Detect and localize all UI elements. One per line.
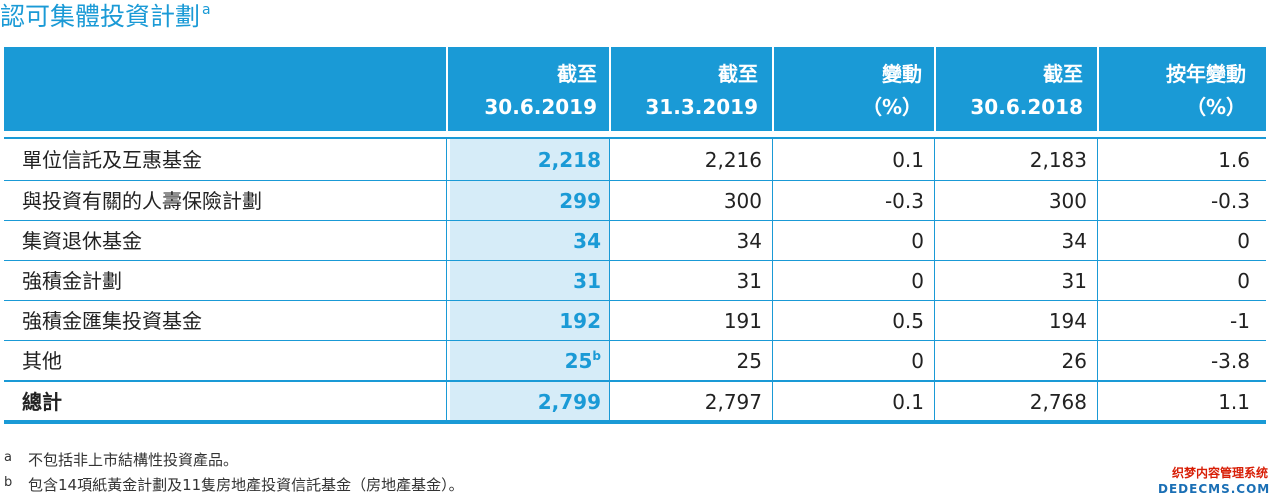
column-header-5: 按年變動 （%） bbox=[1101, 58, 1246, 124]
value-2019-03: 191 bbox=[723, 309, 762, 333]
value-change: 0.5 bbox=[892, 309, 924, 333]
value-2019-03: 31 bbox=[736, 269, 762, 293]
row-rule bbox=[4, 340, 1266, 341]
table-row: 強積金計劃 31 31 0 31 0 bbox=[4, 261, 1266, 301]
row-label: 其他 bbox=[22, 349, 62, 373]
value-yoy-change: -1 bbox=[1230, 309, 1250, 333]
table-row: 單位信託及互惠基金 2,218 2,216 0.1 2,183 1.6 bbox=[4, 140, 1266, 180]
page-title: 認可集體投資計劃 a bbox=[0, 0, 211, 34]
value-2019-06: 299 bbox=[559, 189, 601, 213]
value-change: -0.3 bbox=[884, 189, 924, 213]
column-header-line2: 30.6.2018 bbox=[970, 95, 1083, 119]
table-row: 集資退休基金 34 34 0 34 0 bbox=[4, 221, 1266, 261]
footnote-text: 不包括非上市結構性投資產品。 bbox=[28, 451, 239, 469]
highlight-column bbox=[450, 138, 609, 420]
column-divider bbox=[609, 138, 610, 420]
value-2018-06: 2,183 bbox=[1029, 148, 1087, 172]
value-change: 0 bbox=[911, 269, 924, 293]
footnote-mark: b bbox=[592, 349, 601, 363]
row-rule bbox=[4, 180, 1266, 181]
total-change: 0.1 bbox=[892, 390, 924, 414]
column-divider bbox=[1097, 138, 1098, 420]
total-yoy-change: 1.1 bbox=[1218, 390, 1250, 414]
table-bottom-rule bbox=[4, 420, 1266, 424]
value-yoy-change: -3.8 bbox=[1210, 349, 1250, 373]
row-label: 集資退休基金 bbox=[22, 229, 142, 253]
value-2019-03: 2,216 bbox=[704, 148, 762, 172]
table-row: 其他 25b 25 0 26 -3.8 bbox=[4, 341, 1266, 381]
column-header-line1: 截至 bbox=[718, 62, 758, 86]
table-row: 與投資有關的人壽保險計劃 299 300 -0.3 300 -0.3 bbox=[4, 181, 1266, 221]
watermark-line2: DEDECMS.COM bbox=[1158, 482, 1271, 496]
column-header-line1: 按年變動 bbox=[1166, 62, 1246, 86]
page-title-text: 認可集體投資計劃 bbox=[0, 2, 201, 31]
column-header-line1: 截至 bbox=[1043, 62, 1083, 86]
column-header-2: 截至 31.3.2019 bbox=[613, 58, 758, 124]
row-rule bbox=[4, 260, 1266, 261]
row-label: 強積金計劃 bbox=[22, 269, 122, 293]
total-2018-06: 2,768 bbox=[1029, 390, 1087, 414]
total-label: 總計 bbox=[22, 390, 62, 414]
footnote-marker: b bbox=[4, 475, 13, 490]
value-change: 0 bbox=[911, 229, 924, 253]
column-header-1: 截至 30.6.2019 bbox=[450, 58, 597, 124]
footnote-marker: a bbox=[4, 450, 12, 465]
header-divider bbox=[1097, 47, 1099, 131]
value-yoy-change: 0 bbox=[1237, 229, 1250, 253]
header-divider bbox=[934, 47, 936, 131]
header-divider bbox=[609, 47, 611, 131]
value-2018-06: 31 bbox=[1061, 269, 1087, 293]
column-divider bbox=[446, 138, 447, 420]
value-yoy-change: 1.6 bbox=[1218, 148, 1250, 172]
value-2019-06: 25b bbox=[564, 349, 601, 373]
column-header-line2: 31.3.2019 bbox=[645, 95, 758, 119]
value-change: 0.1 bbox=[892, 148, 924, 172]
value-2019-06: 31 bbox=[573, 269, 601, 293]
row-rule bbox=[4, 380, 1266, 382]
value-2018-06: 194 bbox=[1048, 309, 1087, 333]
watermark-line1: 织梦内容管理系统 bbox=[1171, 466, 1268, 480]
value-2019-06: 2,218 bbox=[537, 148, 601, 172]
row-rule bbox=[4, 300, 1266, 301]
footnote-text: 包含14項紙黃金計劃及11隻房地產投資信託基金（房地產基金）。 bbox=[28, 476, 464, 494]
row-label: 強積金匯集投資基金 bbox=[22, 309, 202, 333]
table-header bbox=[4, 47, 1266, 131]
row-label: 單位信託及互惠基金 bbox=[22, 148, 202, 172]
column-divider bbox=[934, 138, 935, 420]
table-row: 強積金匯集投資基金 192 191 0.5 194 -1 bbox=[4, 301, 1266, 341]
header-divider bbox=[446, 47, 448, 131]
footnote-a: a 不包括非上市結構性投資產品。 bbox=[4, 449, 238, 473]
value-yoy-change: 0 bbox=[1237, 269, 1250, 293]
total-row: 總計 2,799 2,797 0.1 2,768 1.1 bbox=[4, 382, 1266, 422]
column-header-line1: 截至 bbox=[557, 62, 597, 86]
column-header-3: 變動 （%） bbox=[776, 58, 922, 124]
footnote-b: b 包含14項紙黃金計劃及11隻房地產投資信託基金（房地產基金）。 bbox=[4, 474, 464, 498]
total-2019-06: 2,799 bbox=[537, 390, 601, 414]
header-divider bbox=[772, 47, 774, 131]
value-2019-03: 300 bbox=[723, 189, 762, 213]
row-label: 與投資有關的人壽保險計劃 bbox=[22, 189, 262, 213]
watermark-logo: 织梦内容管理系统 DEDECMS.COM bbox=[1158, 465, 1271, 499]
value-yoy-change: -0.3 bbox=[1210, 189, 1250, 213]
column-header-line1: 變動 bbox=[882, 62, 922, 86]
value-2019-03: 34 bbox=[736, 229, 762, 253]
row-rule bbox=[4, 220, 1266, 221]
column-header-line2: （%） bbox=[861, 95, 922, 119]
value-2018-06: 300 bbox=[1048, 189, 1087, 213]
value-2019-03: 25 bbox=[736, 349, 762, 373]
value-2018-06: 26 bbox=[1061, 349, 1087, 373]
column-header-line2: 30.6.2019 bbox=[484, 95, 597, 119]
column-divider bbox=[772, 138, 773, 420]
value-change: 0 bbox=[911, 349, 924, 373]
total-2019-03: 2,797 bbox=[704, 390, 762, 414]
column-header-4: 截至 30.6.2018 bbox=[938, 58, 1083, 124]
column-header-line2: （%） bbox=[1185, 95, 1246, 119]
title-footnote-mark: a bbox=[202, 2, 211, 18]
value-2019-06: 192 bbox=[559, 309, 601, 333]
value-2019-06: 34 bbox=[573, 229, 601, 253]
row-rule bbox=[4, 137, 1266, 139]
value-2018-06: 34 bbox=[1061, 229, 1087, 253]
